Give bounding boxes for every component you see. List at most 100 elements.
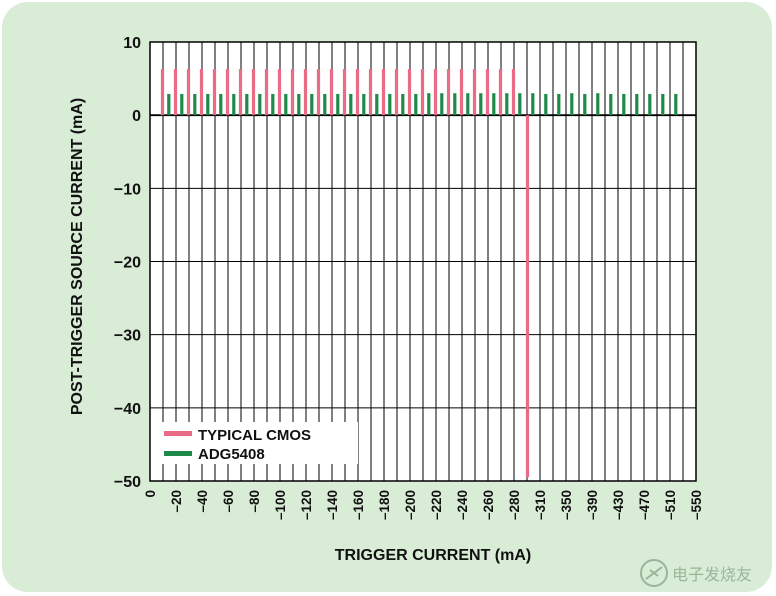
x-tick-label: –280 — [507, 490, 522, 520]
bar-adg5408 — [362, 93, 366, 116]
bar-typical-cmos — [368, 69, 373, 116]
x-tick-label: –20 — [169, 490, 184, 513]
bar-typical-cmos — [186, 69, 191, 116]
bar-adg5408 — [622, 93, 626, 116]
legend-label-typical-cmos: TYPICAL CMOS — [198, 427, 311, 444]
bar-adg5408 — [583, 93, 587, 116]
bar-typical-cmos — [290, 69, 295, 116]
y-axis-title: POST-TRIGGER SOURCE CURRENT (mA) — [69, 98, 86, 415]
bar-adg5408 — [453, 93, 457, 116]
bar-adg5408 — [284, 93, 288, 116]
bar-typical-cmos — [394, 69, 399, 116]
bar-adg5408 — [518, 93, 522, 116]
bar-typical-cmos — [472, 69, 477, 116]
bar-typical-cmos — [511, 69, 516, 116]
x-tick-label: –140 — [325, 490, 340, 520]
y-tick-label: −40 — [114, 401, 141, 418]
y-tick-label: 10 — [123, 35, 141, 52]
bar-typical-cmos — [329, 69, 334, 116]
bar-typical-cmos — [498, 69, 503, 116]
bar-adg5408 — [492, 93, 496, 116]
bar-adg5408 — [596, 93, 600, 116]
watermark-text: 电子发烧友 — [672, 565, 752, 584]
x-tick-label: –240 — [455, 490, 470, 520]
bar-adg5408 — [674, 93, 678, 116]
bar-adg5408 — [479, 93, 483, 116]
bar-typical-cmos — [173, 69, 178, 116]
bar-adg5408 — [635, 93, 639, 116]
bar-typical-cmos — [316, 69, 321, 116]
bar-adg5408 — [336, 93, 340, 116]
bar-typical-cmos — [459, 69, 464, 116]
y-tick-label: −10 — [114, 181, 141, 198]
bar-adg5408 — [258, 93, 262, 116]
x-tick-label: –180 — [377, 490, 392, 520]
bar-typical-cmos — [355, 69, 360, 116]
x-axis-ticks: 0 –20 –40 –60 –80 –100 –120 –140 –160 –180 –200 –22… — [143, 490, 704, 520]
bar-adg5408 — [193, 93, 197, 116]
x-tick-label: 0 — [143, 490, 158, 498]
bar-adg5408 — [648, 93, 652, 116]
bar-typical-cmos — [238, 69, 243, 116]
bar-adg5408 — [167, 93, 171, 116]
watermark-logo-mark — [645, 566, 663, 580]
bar-adg5408 — [180, 93, 184, 116]
bar-typical-cmos — [264, 69, 269, 116]
x-tick-label: –100 — [273, 490, 288, 520]
bar-typical-cmos — [199, 69, 204, 116]
bar-typical-cmos — [160, 69, 165, 116]
y-tick-label: 0 — [132, 108, 141, 125]
bar-typical-cmos — [342, 69, 347, 116]
bar-typical-cmos — [446, 69, 451, 116]
x-tick-label: –60 — [221, 490, 236, 513]
legend-background — [158, 422, 358, 464]
x-tick-label: –350 — [559, 490, 574, 520]
bar-typical-cmos — [525, 115, 530, 478]
legend: TYPICAL CMOS ADG5408 — [158, 422, 358, 464]
x-tick-label: –550 — [689, 490, 704, 520]
x-tick-label: –120 — [299, 490, 314, 520]
bar-adg5408 — [557, 93, 561, 116]
bar-adg5408 — [440, 93, 444, 116]
watermark-logo-icon — [640, 559, 668, 587]
bar-adg5408 — [297, 93, 301, 116]
x-tick-label: –310 — [533, 490, 548, 520]
bar-typical-cmos — [303, 69, 308, 116]
bar-adg5408 — [349, 93, 353, 116]
legend-label-adg5408: ADG5408 — [198, 446, 265, 463]
bar-typical-cmos — [212, 69, 217, 116]
bar-typical-cmos — [407, 69, 412, 116]
x-tick-label: –430 — [611, 490, 626, 520]
bar-adg5408 — [531, 93, 535, 116]
bar-typical-cmos — [251, 69, 256, 116]
bar-adg5408 — [206, 93, 210, 116]
bar-adg5408 — [388, 93, 392, 116]
bar-adg5408 — [232, 93, 236, 116]
x-tick-label: –80 — [247, 490, 262, 513]
x-tick-label: –390 — [585, 490, 600, 520]
x-tick-label: –40 — [195, 490, 210, 513]
bar-adg5408 — [401, 93, 405, 116]
bar-adg5408 — [661, 93, 665, 116]
bar-adg5408 — [466, 93, 470, 116]
x-tick-label: –510 — [663, 490, 678, 520]
x-tick-label: –470 — [637, 490, 652, 520]
bar-adg5408 — [271, 93, 275, 116]
bar-adg5408 — [414, 93, 418, 116]
y-axis-ticks: 10 0 −10 −20 −30 −40 −50 — [114, 35, 141, 491]
bar-adg5408 — [310, 93, 314, 116]
bar-typical-cmos — [485, 69, 490, 116]
bar-adg5408 — [375, 93, 379, 116]
y-tick-label: −20 — [114, 255, 141, 272]
bar-adg5408 — [609, 93, 613, 116]
x-tick-label: –220 — [429, 490, 444, 520]
bar-typical-cmos — [225, 69, 230, 116]
bar-adg5408 — [427, 93, 431, 116]
watermark: 电子发烧友 — [640, 559, 752, 587]
legend-swatch-adg5408 — [164, 451, 192, 456]
x-axis-title: TRIGGER CURRENT (mA) — [335, 547, 531, 564]
bar-typical-cmos — [381, 69, 386, 116]
bar-adg5408 — [245, 93, 249, 116]
y-tick-label: −30 — [114, 328, 141, 345]
